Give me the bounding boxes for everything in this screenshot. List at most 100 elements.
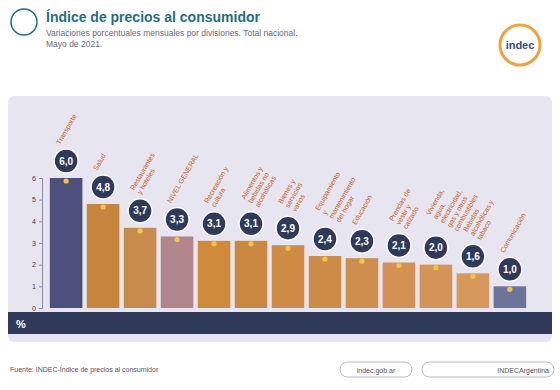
y-tick-mark bbox=[39, 286, 42, 287]
bar bbox=[50, 178, 83, 308]
y-tick: 1 bbox=[32, 283, 42, 290]
bar bbox=[161, 237, 194, 309]
y-axis-label: % bbox=[16, 318, 26, 330]
bar bbox=[87, 204, 120, 308]
logo: indec bbox=[500, 25, 540, 65]
bar-top-dot bbox=[322, 256, 327, 261]
y-tick-label: 2 bbox=[32, 261, 36, 268]
value-badge bbox=[276, 216, 300, 240]
value-badge bbox=[202, 212, 226, 236]
title: Índice de precios al consumidor bbox=[46, 9, 260, 25]
panel bbox=[8, 96, 552, 342]
chart: Índice de precios al consumidor Variacion… bbox=[0, 0, 560, 390]
y-tick: 4 bbox=[32, 218, 42, 225]
value-badge bbox=[461, 244, 485, 268]
y-tick-label: 5 bbox=[32, 196, 36, 203]
category-label: Transporte bbox=[55, 113, 79, 146]
data-label: 2,1 bbox=[392, 240, 406, 251]
bar-top-dot bbox=[285, 246, 290, 251]
category-label: Bienes yserviciosvarios bbox=[277, 177, 311, 213]
data-label: 1,0 bbox=[503, 264, 517, 275]
bar-top-dot bbox=[433, 265, 438, 270]
bar-top-dot bbox=[507, 287, 512, 292]
value-badge bbox=[54, 149, 78, 173]
y-tick-mark bbox=[39, 243, 42, 244]
value-badge bbox=[424, 236, 448, 260]
data-label: 2,3 bbox=[355, 236, 369, 247]
bar-top-dot bbox=[359, 259, 364, 264]
bar bbox=[309, 256, 342, 308]
bar bbox=[346, 258, 379, 308]
y-tick: 6 bbox=[32, 175, 42, 182]
value-badge bbox=[387, 234, 411, 258]
data-label: 2,9 bbox=[281, 223, 295, 234]
social-pill bbox=[422, 362, 554, 377]
value-badge bbox=[165, 208, 189, 232]
data-label: 3,1 bbox=[207, 218, 221, 229]
y-tick: 2 bbox=[32, 261, 42, 268]
value-badge bbox=[128, 199, 152, 223]
value-badge bbox=[313, 227, 337, 251]
bar bbox=[494, 286, 527, 308]
bar-top-dot bbox=[101, 204, 106, 209]
data-label: 2,4 bbox=[318, 234, 332, 245]
data-label: 3,1 bbox=[244, 218, 258, 229]
data-label: 4,8 bbox=[96, 182, 110, 193]
bar-top-dot bbox=[248, 241, 253, 246]
subtitle: Variaciones porcentuales mensuales por d… bbox=[46, 28, 298, 49]
y-tick-mark bbox=[39, 308, 42, 309]
bar bbox=[383, 263, 416, 309]
value-badge bbox=[498, 257, 522, 281]
y-axis: 0 1 2 3 4 5 6 bbox=[32, 175, 42, 312]
category-label: Prendas devestir ycalzado bbox=[388, 187, 426, 230]
category-label: Educación bbox=[351, 194, 373, 226]
value-badge bbox=[350, 229, 374, 253]
social: INDECArgentina bbox=[497, 367, 549, 375]
y-tick: 3 bbox=[32, 240, 42, 247]
data-label: 3,3 bbox=[170, 214, 184, 225]
logo-text: indec bbox=[506, 39, 535, 51]
bar-top-dot bbox=[137, 228, 142, 233]
category-label: Restaurantesy hoteles bbox=[129, 151, 164, 195]
value-badge bbox=[239, 212, 263, 236]
logo-ring bbox=[500, 25, 540, 65]
category-label: Recreación ycultura bbox=[203, 165, 237, 208]
category-label: Salud bbox=[92, 152, 107, 171]
category-label: NIVEL GENERAL bbox=[166, 152, 200, 204]
y-tick-mark bbox=[39, 265, 42, 266]
data-label: 1,6 bbox=[466, 251, 480, 262]
data-label: 3,7 bbox=[133, 205, 147, 216]
bar bbox=[420, 265, 453, 308]
bar-top-dot bbox=[64, 178, 69, 183]
y-tick: 5 bbox=[32, 196, 42, 203]
bar bbox=[235, 241, 268, 308]
bar-top-dot bbox=[174, 237, 179, 242]
title-icon bbox=[11, 9, 37, 35]
web-pill bbox=[340, 362, 412, 377]
value-badge bbox=[91, 175, 115, 199]
bar-top-dot bbox=[211, 241, 216, 246]
y-tick-label: 3 bbox=[32, 240, 36, 247]
bar bbox=[198, 241, 231, 308]
category-label: Bebidasalcohólicas ytabaco bbox=[462, 194, 502, 241]
web: indec.gob.ar bbox=[357, 367, 396, 375]
data-label: 6,0 bbox=[59, 156, 73, 167]
y-tick-mark bbox=[39, 178, 42, 179]
bar bbox=[457, 273, 490, 308]
category-label: Alimentos ybebidas noalcohólicas bbox=[240, 165, 278, 208]
bar bbox=[272, 245, 305, 308]
y-tick-mark bbox=[39, 221, 42, 222]
bar-top-dot bbox=[470, 274, 475, 279]
y-tick-mark bbox=[39, 200, 42, 201]
bar bbox=[124, 228, 157, 308]
bar-top-dot bbox=[396, 263, 401, 268]
y-tick-label: 6 bbox=[32, 175, 36, 182]
baseline-band bbox=[8, 312, 552, 334]
labels: 6,0 Transporte 4,8 Salud 3,7 Restaurantesy ho… bbox=[54, 113, 527, 282]
data-label: 2,0 bbox=[429, 242, 443, 253]
category-label: Comunicación bbox=[499, 212, 527, 254]
y-tick-label: 0 bbox=[32, 305, 36, 312]
y-tick-label: 4 bbox=[32, 218, 36, 225]
y-tick: 0 bbox=[32, 305, 42, 312]
y-tick-label: 1 bbox=[32, 283, 36, 290]
